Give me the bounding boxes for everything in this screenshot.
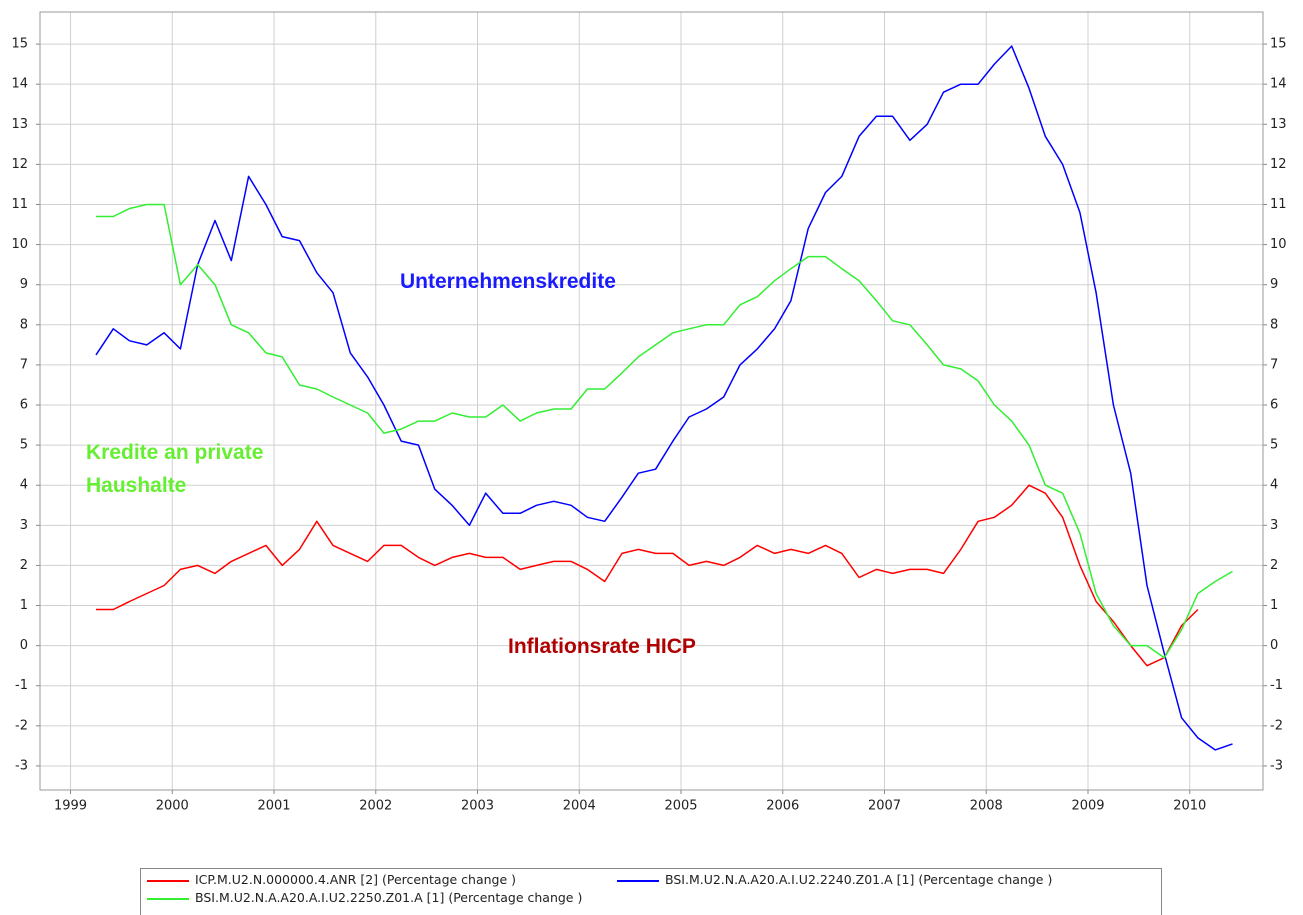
legend-swatch xyxy=(617,879,659,882)
x-tick-label: 2009 xyxy=(1071,799,1104,814)
y-tick-label: 7 xyxy=(20,357,28,372)
x-tick-label: 2005 xyxy=(664,799,697,814)
y-tick-label: 11 xyxy=(11,197,28,212)
y-tick-label: 4 xyxy=(20,478,28,493)
legend-label: BSI.M.U2.N.A.A20.A.I.U2.2240.Z01.A [1] (… xyxy=(665,872,1053,887)
y2-tick-label: 6 xyxy=(1270,398,1278,413)
y2-tick-label: 9 xyxy=(1270,277,1278,292)
y2-tick-label: 3 xyxy=(1270,518,1278,533)
legend-item: BSI.M.U2.N.A.A20.A.I.U2.2240.Z01.A [1] (… xyxy=(617,872,1052,887)
y-tick-label: 6 xyxy=(20,398,28,413)
annotation: Unternehmenskredite xyxy=(400,270,616,293)
y-tick-label: 2 xyxy=(20,558,28,573)
y-tick-label: 10 xyxy=(11,237,28,252)
legend-label: ICP.M.U2.N.000000.4.ANR [2] (Percentage … xyxy=(195,872,517,887)
y2-tick-label: 15 xyxy=(1270,37,1287,52)
y2-tick-label: -1 xyxy=(1270,678,1283,693)
y2-tick-label: -3 xyxy=(1270,758,1283,773)
legend-item: BSI.M.U2.N.A.A20.A.I.U2.2250.Z01.A [1] (… xyxy=(147,890,582,905)
x-tick-label: 2004 xyxy=(563,799,596,814)
y-tick-label: 0 xyxy=(20,638,28,653)
y2-tick-label: 10 xyxy=(1270,237,1287,252)
x-tick-label: 2000 xyxy=(156,799,189,814)
y2-tick-label: 4 xyxy=(1270,478,1278,493)
y2-tick-label: 12 xyxy=(1270,157,1287,172)
y-tick-label: 8 xyxy=(20,317,28,332)
y2-tick-label: 5 xyxy=(1270,438,1278,453)
y2-tick-label: 1 xyxy=(1270,598,1278,613)
y2-tick-label: 2 xyxy=(1270,558,1278,573)
y-tick-label: 1 xyxy=(20,598,28,613)
x-tick-label: 1999 xyxy=(54,799,87,814)
y-tick-label: -1 xyxy=(15,678,28,693)
data-line xyxy=(96,203,1233,659)
annotation: Kredite an private Haushalte xyxy=(86,441,264,497)
x-tick-label: 2007 xyxy=(868,799,901,814)
y-tick-label: -2 xyxy=(15,718,28,733)
x-tick-label: 2010 xyxy=(1173,799,1206,814)
y-tick-label: 9 xyxy=(20,277,28,292)
y-tick-label: 12 xyxy=(11,157,28,172)
y-tick-label: 5 xyxy=(20,438,28,453)
legend-label: BSI.M.U2.N.A.A20.A.I.U2.2250.Z01.A [1] (… xyxy=(195,890,583,905)
x-tick-label: 2001 xyxy=(257,799,290,814)
y-tick-label: 15 xyxy=(11,37,28,52)
legend: ICP.M.U2.N.000000.4.ANR [2] (Percentage … xyxy=(140,868,1162,915)
plot-border xyxy=(39,11,1264,791)
annotation: Inflationsrate HICP xyxy=(508,635,696,658)
plot-area xyxy=(40,12,1263,790)
y2-tick-label: 14 xyxy=(1270,77,1287,92)
y-tick-label: -3 xyxy=(15,758,28,773)
y2-tick-label: -2 xyxy=(1270,718,1283,733)
y-tick-label: 3 xyxy=(20,518,28,533)
legend-item: ICP.M.U2.N.000000.4.ANR [2] (Percentage … xyxy=(147,872,516,887)
y2-tick-label: 8 xyxy=(1270,317,1278,332)
x-tick-label: 2006 xyxy=(766,799,799,814)
y2-tick-label: 13 xyxy=(1270,117,1287,132)
x-tick-label: 2002 xyxy=(359,799,392,814)
y-tick-label: 14 xyxy=(11,77,28,92)
y2-tick-label: 0 xyxy=(1270,638,1278,653)
x-tick-label: 2003 xyxy=(461,799,494,814)
y2-tick-label: 7 xyxy=(1270,357,1278,372)
data-line xyxy=(96,484,1199,667)
legend-swatch xyxy=(147,879,189,882)
y2-tick-label: 11 xyxy=(1270,197,1287,212)
y-tick-label: 13 xyxy=(11,117,28,132)
legend-swatch xyxy=(147,897,189,900)
data-line xyxy=(95,45,1233,751)
x-tick-label: 2008 xyxy=(970,799,1003,814)
